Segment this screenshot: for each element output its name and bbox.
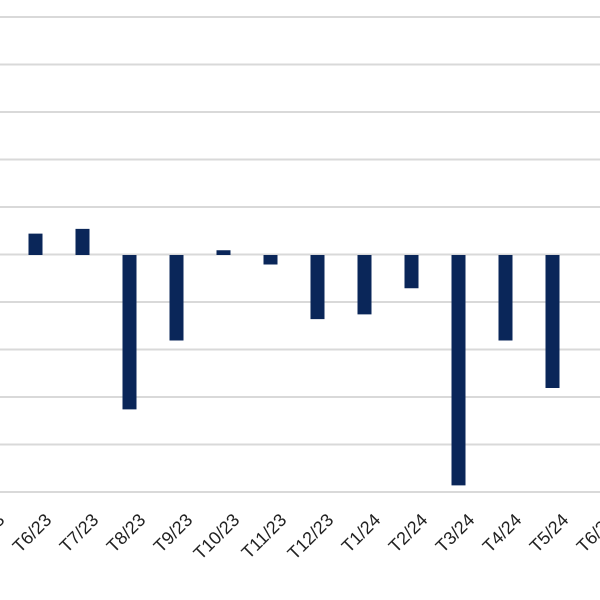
bar-T8/23 (122, 255, 137, 410)
x-tick-label: T2/24 (385, 510, 432, 557)
bar-T6/23 (28, 233, 43, 255)
bar-T2/24 (404, 255, 419, 289)
bar-T1/24 (357, 255, 372, 315)
bar-T5/24 (545, 255, 560, 388)
bar-T11/23 (263, 255, 278, 265)
x-tick-label: T8/23 (103, 510, 150, 557)
bar-T9/23 (169, 255, 184, 341)
x-tick-label: T5/24 (526, 510, 573, 557)
x-tick-label: T6/24 (573, 510, 600, 557)
x-tick-label: T1/24 (338, 510, 385, 557)
gridlines (0, 16, 600, 493)
x-tick-label: T10/23 (190, 510, 244, 564)
x-tick-label: T3/24 (432, 510, 479, 557)
x-tick-label: T5/23 (0, 510, 8, 557)
x-tick-labels: T5/23 T6/23 T7/23 T8/23 T9/23T10/23T11/23T12… (0, 510, 600, 564)
x-tick-label: T7/23 (56, 510, 103, 557)
x-tick-label: T6/23 (9, 510, 56, 557)
bar-T7/23 (75, 228, 90, 255)
x-tick-label: T11/23 (238, 510, 291, 563)
bar-T3/24 (451, 255, 466, 486)
bar-T12/23 (310, 255, 325, 320)
bars (28, 228, 560, 486)
bar-T10/23 (216, 250, 231, 255)
x-tick-label: T4/24 (479, 510, 526, 557)
bar-T4/24 (498, 255, 513, 341)
x-tick-label: T12/23 (284, 510, 338, 564)
